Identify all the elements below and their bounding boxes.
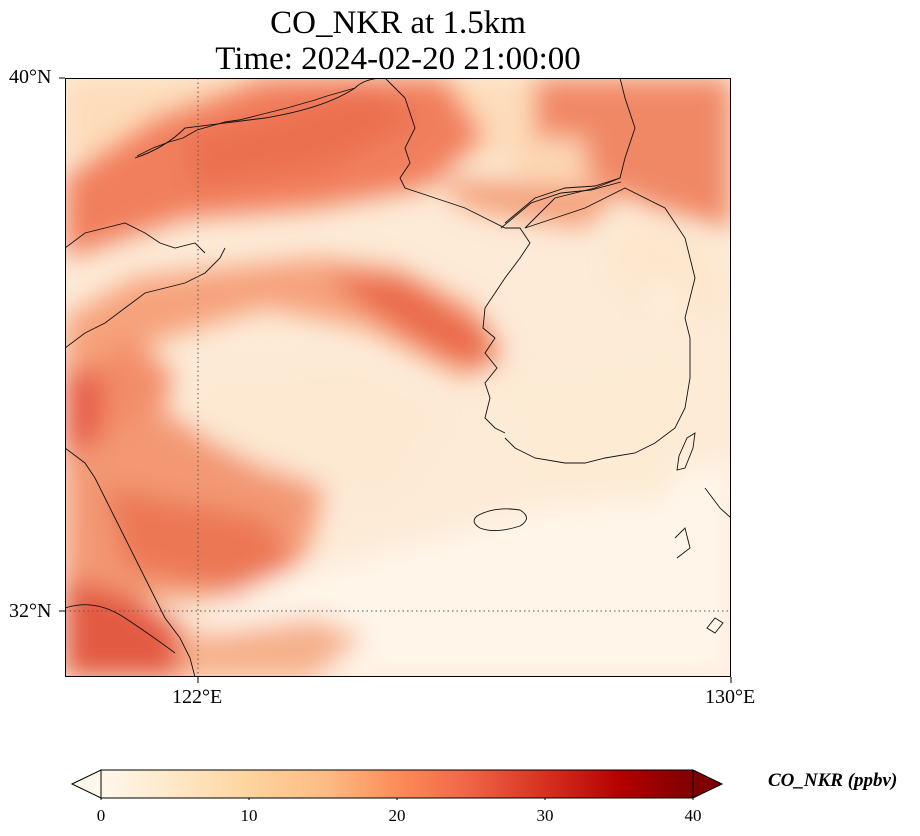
field-blobs — [65, 78, 731, 677]
colorbar-extend-min — [70, 769, 102, 799]
colorbar-label: CO_NKR (ppbv) — [768, 770, 898, 791]
colorbar-extend-max — [692, 769, 724, 799]
colorbar — [70, 769, 724, 800]
colorbar-tick-20: 20 — [388, 806, 406, 825]
lat-tick-40: 40°N — [9, 66, 52, 88]
lon-tick-130: 130°E — [705, 686, 756, 708]
lon-tick-122: 122°E — [172, 686, 223, 708]
colorbar-tick-30: 30 — [536, 806, 554, 825]
map-panel — [64, 77, 732, 678]
lat-tick-32: 32°N — [9, 600, 52, 622]
gridlines — [65, 78, 731, 677]
colorbar-tick-10: 10 — [240, 806, 258, 825]
colorbar-tick-40: 40 — [684, 806, 702, 825]
concentration-field — [64, 77, 732, 678]
colorbar-gradient — [101, 770, 693, 798]
map-time: Time: 2024-02-20 21:00:00 — [215, 41, 581, 77]
coastlines — [64, 77, 732, 678]
colorbar-tick-0: 0 — [96, 806, 106, 825]
map-frame — [65, 78, 731, 677]
map-title: CO_NKR at 1.5km — [270, 5, 526, 41]
